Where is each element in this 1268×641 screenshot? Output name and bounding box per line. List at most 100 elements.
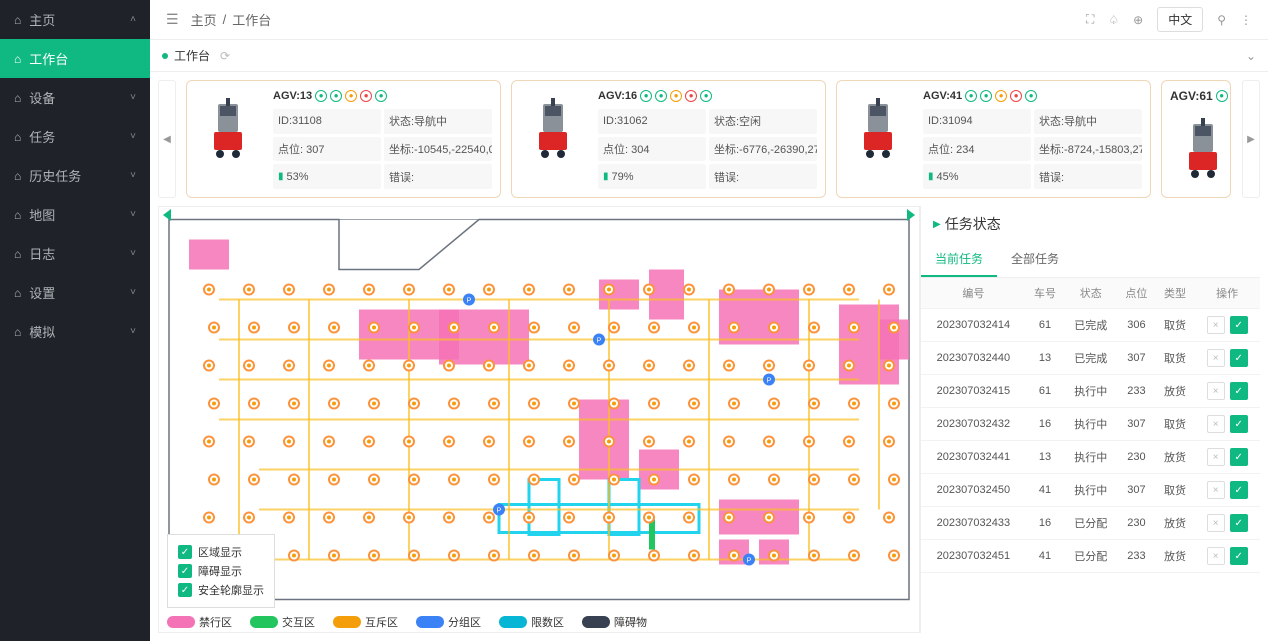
agv-prev-button[interactable]: ◀ (158, 80, 176, 198)
task-confirm-button[interactable]: ✓ (1230, 382, 1248, 400)
globe-icon[interactable]: ⊕ (1133, 13, 1143, 27)
tabbar: 工作台 ⟳ ⌄ (150, 40, 1268, 72)
breadcrumb-root[interactable]: 主页 (191, 10, 217, 29)
svg-text:P: P (597, 338, 602, 345)
sidebar-item-7[interactable]: ⌂设置˅ (0, 273, 150, 312)
task-cancel-button[interactable]: × (1207, 448, 1225, 466)
task-tabs: 当前任务全部任务 (921, 242, 1260, 278)
menu-toggle-icon[interactable]: ☰ (166, 11, 179, 28)
task-status: 已分配 (1064, 540, 1117, 573)
sidebar-item-1[interactable]: ⌂工作台 (0, 39, 150, 78)
task-car: 41 (1026, 540, 1065, 573)
legend-swatch-icon (499, 616, 527, 628)
svg-text:P: P (767, 378, 772, 385)
task-ops: × ✓ (1194, 507, 1260, 540)
forklift-icon (850, 94, 910, 164)
agv-error: 错误: (1034, 164, 1142, 189)
agv-status: 状态:导航中 (1034, 109, 1142, 134)
sidebar-item-8[interactable]: ⌂模拟˅ (0, 312, 150, 351)
more-icon[interactable]: ⋮ (1240, 13, 1252, 27)
task-confirm-button[interactable]: ✓ (1230, 514, 1248, 532)
task-type: 取货 (1156, 474, 1195, 507)
status-icon-3: ● (685, 90, 697, 102)
agv-image (845, 89, 915, 169)
task-type: 取货 (1156, 342, 1195, 375)
sidebar: ⌂主页˄⌂工作台⌂设备˅⌂任务˅⌂历史任务˅⌂地图˅⌂日志˅⌂设置˅⌂模拟˅ (0, 0, 150, 641)
task-cancel-button[interactable]: × (1207, 481, 1225, 499)
task-confirm-button[interactable]: ✓ (1230, 448, 1248, 466)
tab-workbench[interactable]: 工作台 ⟳ (162, 47, 230, 64)
svg-text:P: P (467, 298, 472, 305)
agv-card-2[interactable]: AGV:41 ●●●●● ID:31094 状态:导航中 点位: 234 坐标:… (836, 80, 1151, 198)
agv-point: 点位: 307 (273, 137, 381, 162)
task-id: 202307032450 (921, 474, 1026, 507)
sidebar-item-2[interactable]: ⌂设备˅ (0, 78, 150, 117)
status-icon-3: ● (1010, 90, 1022, 102)
user-icon[interactable]: ⚲ (1217, 13, 1226, 27)
agv-id: AGV:13 (273, 90, 312, 102)
task-panel-title: ▶ 任务状态 (921, 206, 1260, 242)
battery-icon: ▮ (278, 171, 284, 182)
task-confirm-button[interactable]: ✓ (1230, 547, 1248, 565)
chevron-down-icon: ˅ (130, 131, 136, 142)
task-id: 202307032415 (921, 375, 1026, 408)
task-id: 202307032414 (921, 309, 1026, 342)
agv-image (1170, 109, 1231, 189)
home-icon: ⌂ (14, 247, 21, 261)
task-status: 已完成 (1064, 342, 1117, 375)
map-view[interactable]: PPPPP ✓区域显示✓障碍显示✓安全轮廓显示 禁行区交互区互斥区分组区限数区障… (158, 206, 920, 633)
status-icon-1: ● (655, 90, 667, 102)
map-toggle-2[interactable]: ✓安全轮廓显示 (178, 582, 264, 598)
status-icon-0: ● (640, 90, 652, 102)
task-type: 取货 (1156, 309, 1195, 342)
task-status: 执行中 (1064, 408, 1117, 441)
sidebar-item-3[interactable]: ⌂任务˅ (0, 117, 150, 156)
status-icon-2: ● (995, 90, 1007, 102)
task-confirm-button[interactable]: ✓ (1230, 349, 1248, 367)
map-toggle-0[interactable]: ✓区域显示 (178, 544, 264, 560)
task-cancel-button[interactable]: × (1207, 349, 1225, 367)
status-icon-3: ● (360, 90, 372, 102)
language-button[interactable]: 中文 (1157, 7, 1203, 32)
sidebar-item-4[interactable]: ⌂历史任务˅ (0, 156, 150, 195)
task-tab-0[interactable]: 当前任务 (921, 242, 997, 277)
task-car: 13 (1026, 342, 1065, 375)
sidebar-item-6[interactable]: ⌂日志˅ (0, 234, 150, 273)
task-status: 已分配 (1064, 507, 1117, 540)
fullscreen-icon[interactable]: ⛶ (1086, 12, 1094, 27)
task-cancel-button[interactable]: × (1207, 547, 1225, 565)
task-cancel-button[interactable]: × (1207, 316, 1225, 334)
task-tab-1[interactable]: 全部任务 (997, 242, 1073, 277)
status-icon-2: ● (345, 90, 357, 102)
task-confirm-button[interactable]: ✓ (1230, 316, 1248, 334)
task-cancel-button[interactable]: × (1207, 415, 1225, 433)
task-car: 16 (1026, 408, 1065, 441)
agv-card-0[interactable]: AGV:13 ●●●●● ID:31108 状态:导航中 点位: 307 坐标:… (186, 80, 501, 198)
chevron-down-icon: ˅ (130, 326, 136, 337)
task-type: 放货 (1156, 540, 1195, 573)
breadcrumb: 主页 / 工作台 (191, 10, 272, 29)
task-type: 放货 (1156, 375, 1195, 408)
task-confirm-button[interactable]: ✓ (1230, 415, 1248, 433)
agv-id-label: ID:31062 (598, 109, 706, 134)
map-toggle-1[interactable]: ✓障碍显示 (178, 563, 264, 579)
agv-card-1[interactable]: AGV:16 ●●●●● ID:31062 状态:空闲 点位: 304 坐标:-… (511, 80, 826, 198)
task-confirm-button[interactable]: ✓ (1230, 481, 1248, 499)
agv-next-button[interactable]: ▶ (1242, 80, 1260, 198)
agv-status: 状态:导航中 (384, 109, 492, 134)
task-ops: × ✓ (1194, 408, 1260, 441)
sidebar-item-5[interactable]: ⌂地图˅ (0, 195, 150, 234)
task-cancel-button[interactable]: × (1207, 382, 1225, 400)
task-cancel-button[interactable]: × (1207, 514, 1225, 532)
notification-icon[interactable]: ♤ (1108, 13, 1119, 27)
tab-active-dot-icon (162, 53, 168, 59)
agv-card-partial[interactable]: AGV:61 ●●●●● (1161, 80, 1231, 198)
sidebar-item-0[interactable]: ⌂主页˄ (0, 0, 150, 39)
agv-battery: ▮45% (923, 164, 1031, 189)
task-ops: × ✓ (1194, 540, 1260, 573)
tabs-expand-icon[interactable]: ⌄ (1246, 49, 1256, 63)
chevron-down-icon: ˅ (130, 170, 136, 181)
tab-close-icon[interactable]: ⟳ (220, 49, 230, 63)
task-point: 307 (1117, 408, 1156, 441)
map-toggle-panel: ✓区域显示 ✓障碍显示 ✓安全轮廓显示 (167, 534, 275, 608)
